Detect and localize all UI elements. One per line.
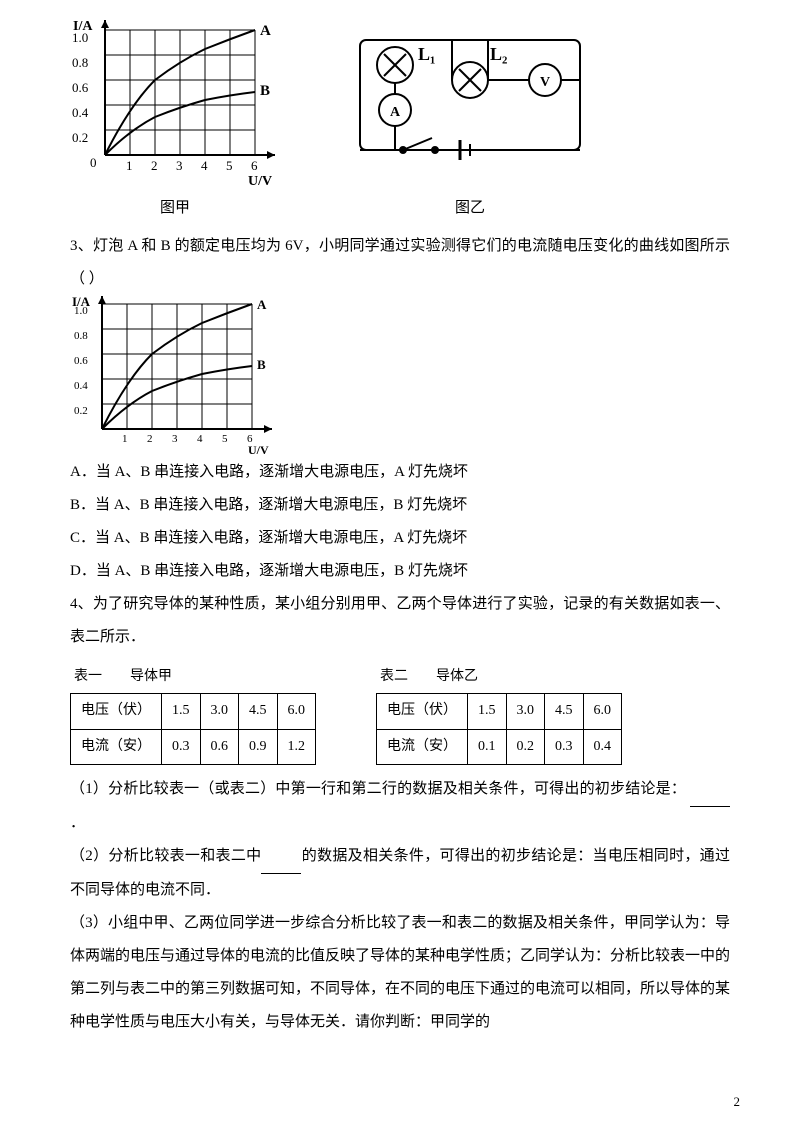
caption-jia: 图甲 xyxy=(70,192,280,225)
table-row: 电流（安） 0.1 0.2 0.3 0.4 xyxy=(377,729,622,765)
cell-label: 电流（安） xyxy=(71,729,162,765)
q4-p3: （3）小组中甲、乙两位同学进一步综合分析比较了表一和表二的数据及相关条件，甲同学… xyxy=(70,907,730,1039)
svg-text:3: 3 xyxy=(176,158,183,173)
q3-stem: 3、灯泡 A 和 B 的额定电压均为 6V，小明同学通过实验测得它们的电流随电压… xyxy=(70,230,730,296)
cell-label: 电压（伏） xyxy=(377,693,468,729)
blank-1[interactable] xyxy=(690,773,730,807)
svg-text:0.6: 0.6 xyxy=(74,355,88,367)
chart-q3: A B I/A 1.0 0.8 0.6 0.4 0.2 12 34 56 U/V xyxy=(70,296,730,456)
lamp-l2-label: L₂ xyxy=(490,44,507,64)
svg-text:A: A xyxy=(260,23,271,39)
voltmeter-label: V xyxy=(540,75,550,90)
svg-text:4: 4 xyxy=(201,158,208,173)
table2: 电压（伏） 1.5 3.0 4.5 6.0 电流（安） 0.1 0.2 0.3 … xyxy=(376,693,622,766)
svg-text:2: 2 xyxy=(147,433,153,445)
q4-p1: （1）分析比较表一（或表二）中第一行和第二行的数据及相关条件，可得出的初步结论是… xyxy=(70,773,730,840)
svg-text:3: 3 xyxy=(172,433,178,445)
svg-text:B: B xyxy=(260,83,270,99)
q3-option-c: C．当 A、B 串连接入电路，逐渐增大电源电压，A 灯先烧坏 xyxy=(70,522,730,555)
svg-text:5: 5 xyxy=(226,158,233,173)
svg-text:5: 5 xyxy=(222,433,228,445)
q3-option-b: B．当 A、B 串连接入电路，逐渐增大电源电压，B 灯先烧坏 xyxy=(70,489,730,522)
svg-text:0.2: 0.2 xyxy=(72,130,88,145)
chart-svg-2: A B I/A 1.0 0.8 0.6 0.4 0.2 12 34 56 U/V xyxy=(70,296,280,456)
chart-svg-1: A B I/A 1.0 0.8 0.6 0.4 0.2 0 12 34 56 U… xyxy=(70,20,280,190)
ammeter-label: A xyxy=(390,105,401,120)
cell-label: 电流（安） xyxy=(377,729,468,765)
svg-text:1.0: 1.0 xyxy=(74,305,88,317)
q4-p2: （2）分析比较表一和表二中 的数据及相关条件，可得出的初步结论是：当电压相同时，… xyxy=(70,840,730,907)
table1: 电压（伏） 1.5 3.0 4.5 6.0 电流（安） 0.3 0.6 0.9 … xyxy=(70,693,316,766)
blank-2[interactable] xyxy=(261,840,301,874)
x-axis-label: U/V xyxy=(248,174,272,189)
svg-text:0.2: 0.2 xyxy=(74,405,88,417)
svg-text:1: 1 xyxy=(126,158,133,173)
chart-jia: A B I/A 1.0 0.8 0.6 0.4 0.2 0 12 34 56 U… xyxy=(70,20,280,225)
cell-label: 电压（伏） xyxy=(71,693,162,729)
caption-yi: 图乙 xyxy=(340,192,600,225)
table1-title: 表一 导体甲 xyxy=(70,662,316,693)
table-row: 电压（伏） 1.5 3.0 4.5 6.0 xyxy=(71,693,316,729)
tables-row: 表一 导体甲 电压（伏） 1.5 3.0 4.5 6.0 电流（安） 0.3 0… xyxy=(70,662,730,765)
q3-option-a: A．当 A、B 串连接入电路，逐渐增大电源电压，A 灯先烧坏 xyxy=(70,456,730,489)
table1-wrap: 表一 导体甲 电压（伏） 1.5 3.0 4.5 6.0 电流（安） 0.3 0… xyxy=(70,662,316,765)
circuit-yi: L₁ L₂ A V 图乙 xyxy=(340,20,600,225)
table-row: 电流（安） 0.3 0.6 0.9 1.2 xyxy=(71,729,316,765)
lamp-l1-label: L₁ xyxy=(418,44,435,64)
q4-stem: 4、为了研究导体的某种性质，某小组分别用甲、乙两个导体进行了实验，记录的有关数据… xyxy=(70,588,730,654)
x-axis-label-2: U/V xyxy=(248,443,269,456)
svg-text:0.8: 0.8 xyxy=(72,55,88,70)
svg-text:A: A xyxy=(257,297,267,312)
svg-text:1: 1 xyxy=(122,433,128,445)
svg-text:B: B xyxy=(257,357,266,372)
svg-text:1.0: 1.0 xyxy=(72,30,88,45)
q3-option-d: D．当 A、B 串连接入电路，逐渐增大电源电压，B 灯先烧坏 xyxy=(70,555,730,588)
svg-text:0.6: 0.6 xyxy=(72,80,89,95)
figures-row: A B I/A 1.0 0.8 0.6 0.4 0.2 0 12 34 56 U… xyxy=(70,20,730,225)
svg-text:2: 2 xyxy=(151,158,158,173)
svg-text:0: 0 xyxy=(90,155,97,170)
table2-wrap: 表二 导体乙 电压（伏） 1.5 3.0 4.5 6.0 电流（安） 0.1 0… xyxy=(376,662,622,765)
table-row: 电压（伏） 1.5 3.0 4.5 6.0 xyxy=(377,693,622,729)
table2-title: 表二 导体乙 xyxy=(376,662,622,693)
svg-text:0.8: 0.8 xyxy=(74,330,88,342)
svg-text:6: 6 xyxy=(251,158,258,173)
svg-text:0.4: 0.4 xyxy=(74,380,88,392)
svg-text:4: 4 xyxy=(197,433,203,445)
page-number: 2 xyxy=(734,1088,741,1117)
circuit-svg: L₁ L₂ A V xyxy=(340,20,600,190)
svg-text:0.4: 0.4 xyxy=(72,105,89,120)
